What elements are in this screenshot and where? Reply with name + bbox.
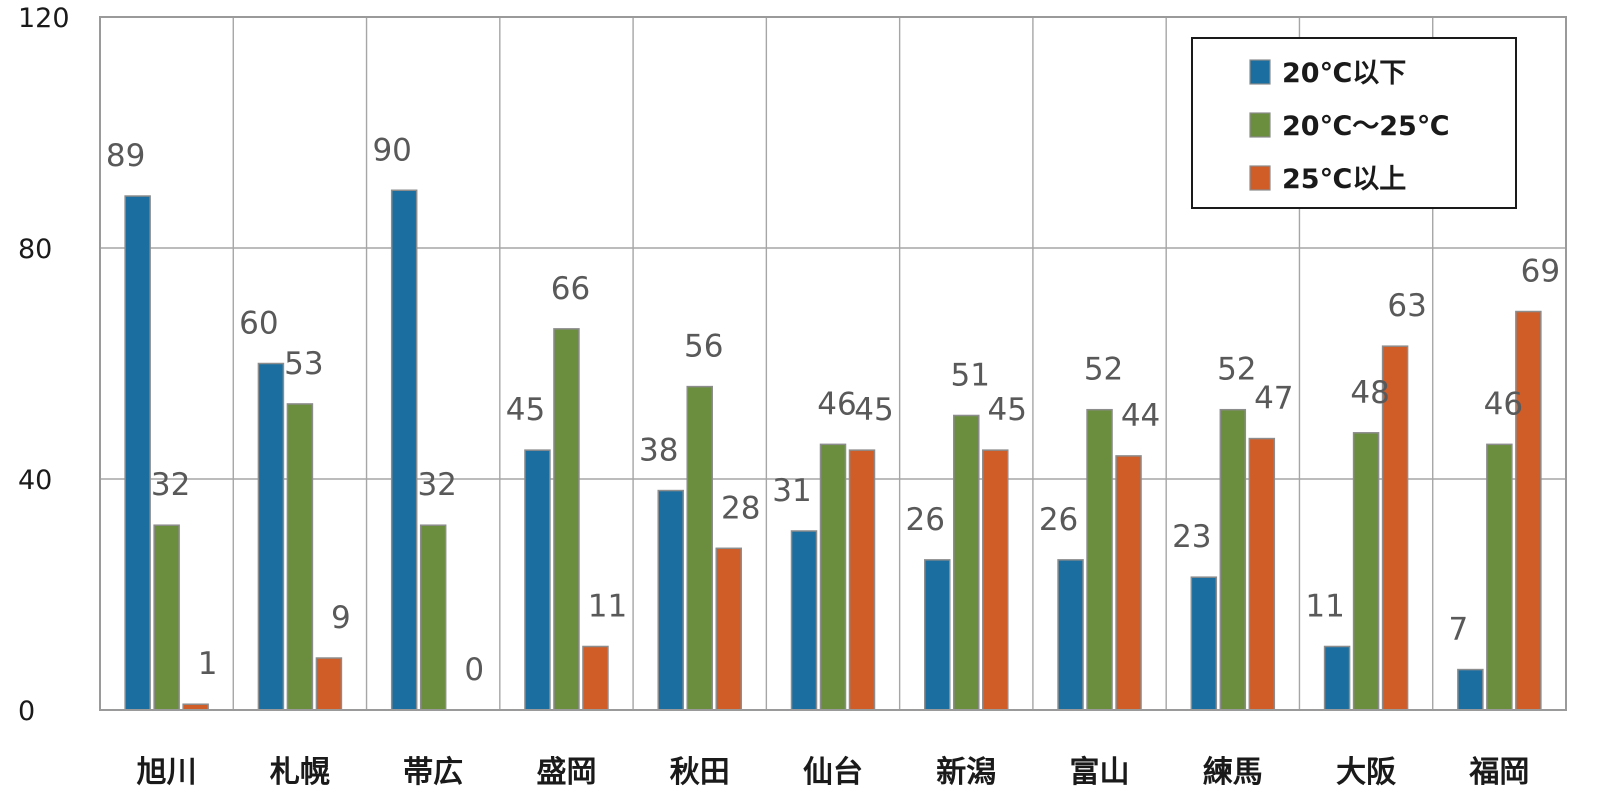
bar: [582, 645, 609, 711]
data-label: 90: [372, 132, 411, 168]
data-label: 9: [331, 600, 351, 636]
bar: [124, 195, 151, 711]
y-tick-label: 80: [18, 234, 52, 265]
bar: [1086, 408, 1113, 711]
x-tick-label: 練馬: [1203, 755, 1263, 790]
bar: [819, 443, 847, 711]
bar: [153, 524, 180, 711]
x-tick-label: 仙台: [803, 755, 863, 790]
data-label: 44: [1121, 398, 1160, 434]
bar: [1219, 408, 1247, 711]
data-label: 53: [284, 346, 323, 382]
x-tick-label: 新潟: [936, 755, 996, 790]
data-label: 1: [198, 646, 218, 682]
x-tick-label: 盛岡: [536, 755, 596, 790]
bars: [124, 189, 1542, 711]
legend-swatch: [1249, 165, 1271, 191]
bar: [1515, 310, 1542, 711]
y-tick-label: 120: [18, 3, 70, 34]
y-tick-label: 40: [18, 465, 52, 496]
data-label: 89: [106, 138, 145, 174]
data-label: 66: [551, 271, 590, 307]
bar: [924, 559, 951, 711]
data-label: 69: [1521, 254, 1560, 290]
data-label: 51: [951, 357, 990, 393]
data-label: 11: [1305, 588, 1344, 624]
data-label: 7: [1448, 612, 1468, 648]
data-label: 32: [151, 467, 190, 503]
bar: [419, 524, 447, 711]
bar: [1457, 668, 1484, 711]
bar: [1248, 437, 1276, 711]
bar: [982, 449, 1009, 711]
data-label: 52: [1217, 352, 1256, 388]
bar: [1057, 559, 1084, 711]
data-label: 56: [684, 329, 723, 365]
bar: [1115, 455, 1142, 711]
legend-label: 20℃～25℃: [1282, 111, 1450, 142]
data-label: 26: [1039, 502, 1078, 538]
data-label: 11: [588, 588, 627, 624]
bar: [553, 328, 580, 711]
data-label: 46: [817, 386, 856, 422]
data-label: 45: [988, 392, 1027, 428]
bar: [286, 403, 314, 711]
bar: [790, 530, 818, 711]
legend-swatch: [1249, 59, 1271, 85]
legend: 20℃以下 20℃～25℃ 25℃以上: [1191, 37, 1517, 209]
x-tick-label: 札幌: [270, 755, 330, 790]
bar: [257, 362, 285, 711]
data-label: 45: [506, 392, 545, 428]
data-label: 28: [721, 490, 760, 526]
data-label: 45: [854, 392, 893, 428]
y-tick-label: 0: [18, 696, 35, 727]
bar: [715, 547, 742, 711]
legend-box: [1191, 37, 1517, 209]
x-tick-label: 帯広: [403, 755, 463, 790]
data-label: 63: [1387, 288, 1426, 324]
data-label: 38: [639, 433, 678, 469]
data-label: 60: [239, 306, 278, 342]
bar: [1381, 345, 1409, 711]
bar: [686, 385, 713, 711]
axes: 0 40 80 120 旭川 札幌 帯広 盛岡 秋田 仙台 新潟 富山 練馬 大阪 福岡: [18, 3, 1567, 790]
data-label: 31: [772, 473, 811, 509]
bar: [953, 414, 980, 711]
legend-label: 25℃以上: [1282, 164, 1406, 195]
bar: [657, 489, 684, 711]
x-tick-label: 富山: [1070, 755, 1130, 790]
x-tick-label: 秋田: [670, 755, 730, 790]
data-label: 0: [464, 652, 484, 688]
bar: [1352, 432, 1380, 711]
plot-frame: [99, 16, 1567, 711]
legend-label: 20℃以下: [1282, 58, 1406, 89]
data-label: 32: [417, 467, 456, 503]
bar: [524, 449, 551, 711]
data-label: 46: [1484, 386, 1523, 422]
bar: [1486, 443, 1513, 711]
data-label: 48: [1350, 375, 1389, 411]
bar: [390, 189, 418, 711]
bar: [848, 449, 876, 711]
data-label: 52: [1084, 352, 1123, 388]
bar: [1190, 576, 1218, 711]
x-tick-label: 旭川: [137, 755, 197, 790]
data-label: 26: [906, 502, 945, 538]
legend-swatch: [1249, 112, 1271, 138]
bar: [315, 657, 343, 711]
bar: [1323, 645, 1351, 711]
data-label: 47: [1254, 381, 1293, 417]
grid: [100, 16, 1566, 711]
data-label: 23: [1172, 519, 1211, 555]
x-tick-label: 福岡: [1468, 755, 1529, 790]
x-tick-label: 大阪: [1336, 755, 1396, 790]
